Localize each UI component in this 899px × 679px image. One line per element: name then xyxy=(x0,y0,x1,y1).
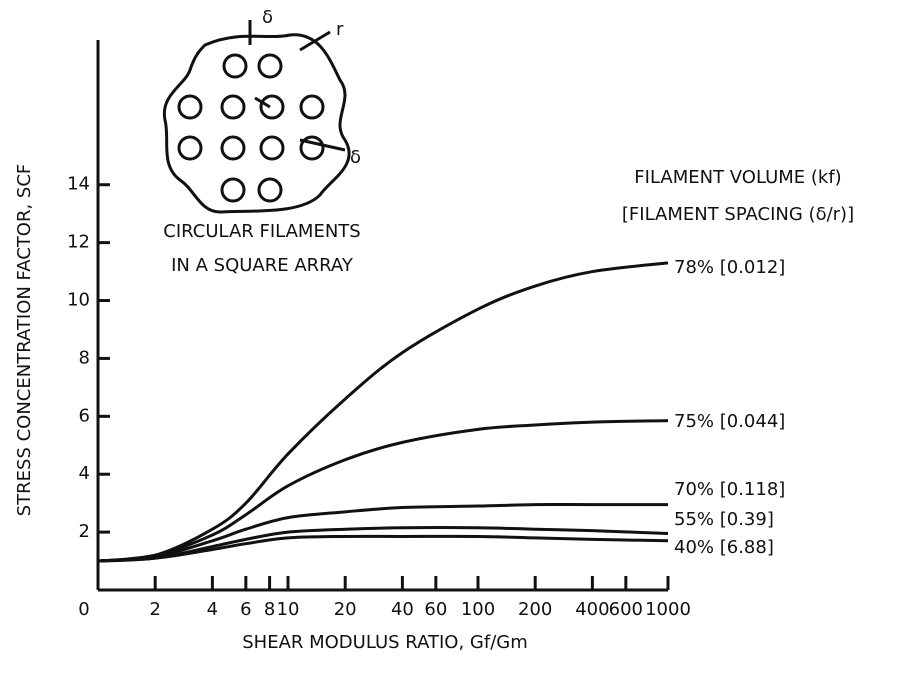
series-label: 70% [0.118] xyxy=(674,479,785,500)
x-tick-label: 60 xyxy=(424,599,447,620)
x-axis-label: SHEAR MODULUS RATIO, Gf/Gm xyxy=(242,632,528,653)
y-tick-label: 4 xyxy=(79,463,90,484)
x-tick-label: 40 xyxy=(391,599,414,620)
x-tick-label: 1000 xyxy=(645,599,691,620)
x-tick-label: 200 xyxy=(518,599,552,620)
x-tick-label: 2 xyxy=(149,599,160,620)
y-axis-label: STRESS CONCENTRATION FACTOR, SCF xyxy=(14,164,35,517)
inset-symbol: δ xyxy=(262,7,273,28)
inset-label: CIRCULAR FILAMENTS xyxy=(163,221,360,242)
x-tick-label: 4 xyxy=(207,599,218,620)
page: {"chart_data": { "type": "line", "x_labe… xyxy=(0,0,899,679)
x-tick-label: 400 xyxy=(575,599,609,620)
inset-diagram xyxy=(164,20,349,212)
filaments xyxy=(179,55,323,201)
y-tick-label: 12 xyxy=(67,232,90,253)
y-tick-label: 6 xyxy=(79,405,90,426)
matrix-outline xyxy=(164,35,349,212)
series-line xyxy=(98,263,668,561)
y-tick-label: 14 xyxy=(67,174,90,195)
inset-symbol: r xyxy=(336,19,344,40)
legend-title: [FILAMENT SPACING (δ/r)] xyxy=(622,204,854,225)
x-tick-label: 10 xyxy=(277,599,300,620)
inset-symbol: δ xyxy=(350,147,361,168)
series-label: 78% [0.012] xyxy=(674,257,785,278)
legend-title: FILAMENT VOLUME (kf) xyxy=(634,167,841,188)
x-tick-label: 600 xyxy=(609,599,643,620)
y-tick-label: 2 xyxy=(79,521,90,542)
x-tick-label: 20 xyxy=(334,599,357,620)
x-tick-label: 6 xyxy=(240,599,251,620)
inset-label: IN A SQUARE ARRAY xyxy=(171,255,354,276)
series-label: 75% [0.044] xyxy=(674,411,785,432)
y-tick-label: 8 xyxy=(79,347,90,368)
chart: δ r δ CIRCULAR FILAMENTS IN A SQUARE ARR… xyxy=(0,0,899,679)
x-tick-label: 8 xyxy=(264,599,275,620)
series-label: 40% [6.88] xyxy=(674,537,774,558)
x-tick-label: 0 xyxy=(78,599,89,620)
x-tick-label: 100 xyxy=(461,599,495,620)
diagram-leaders xyxy=(250,20,345,150)
series-label: 55% [0.39] xyxy=(674,509,774,530)
y-tick-label: 10 xyxy=(67,290,90,311)
